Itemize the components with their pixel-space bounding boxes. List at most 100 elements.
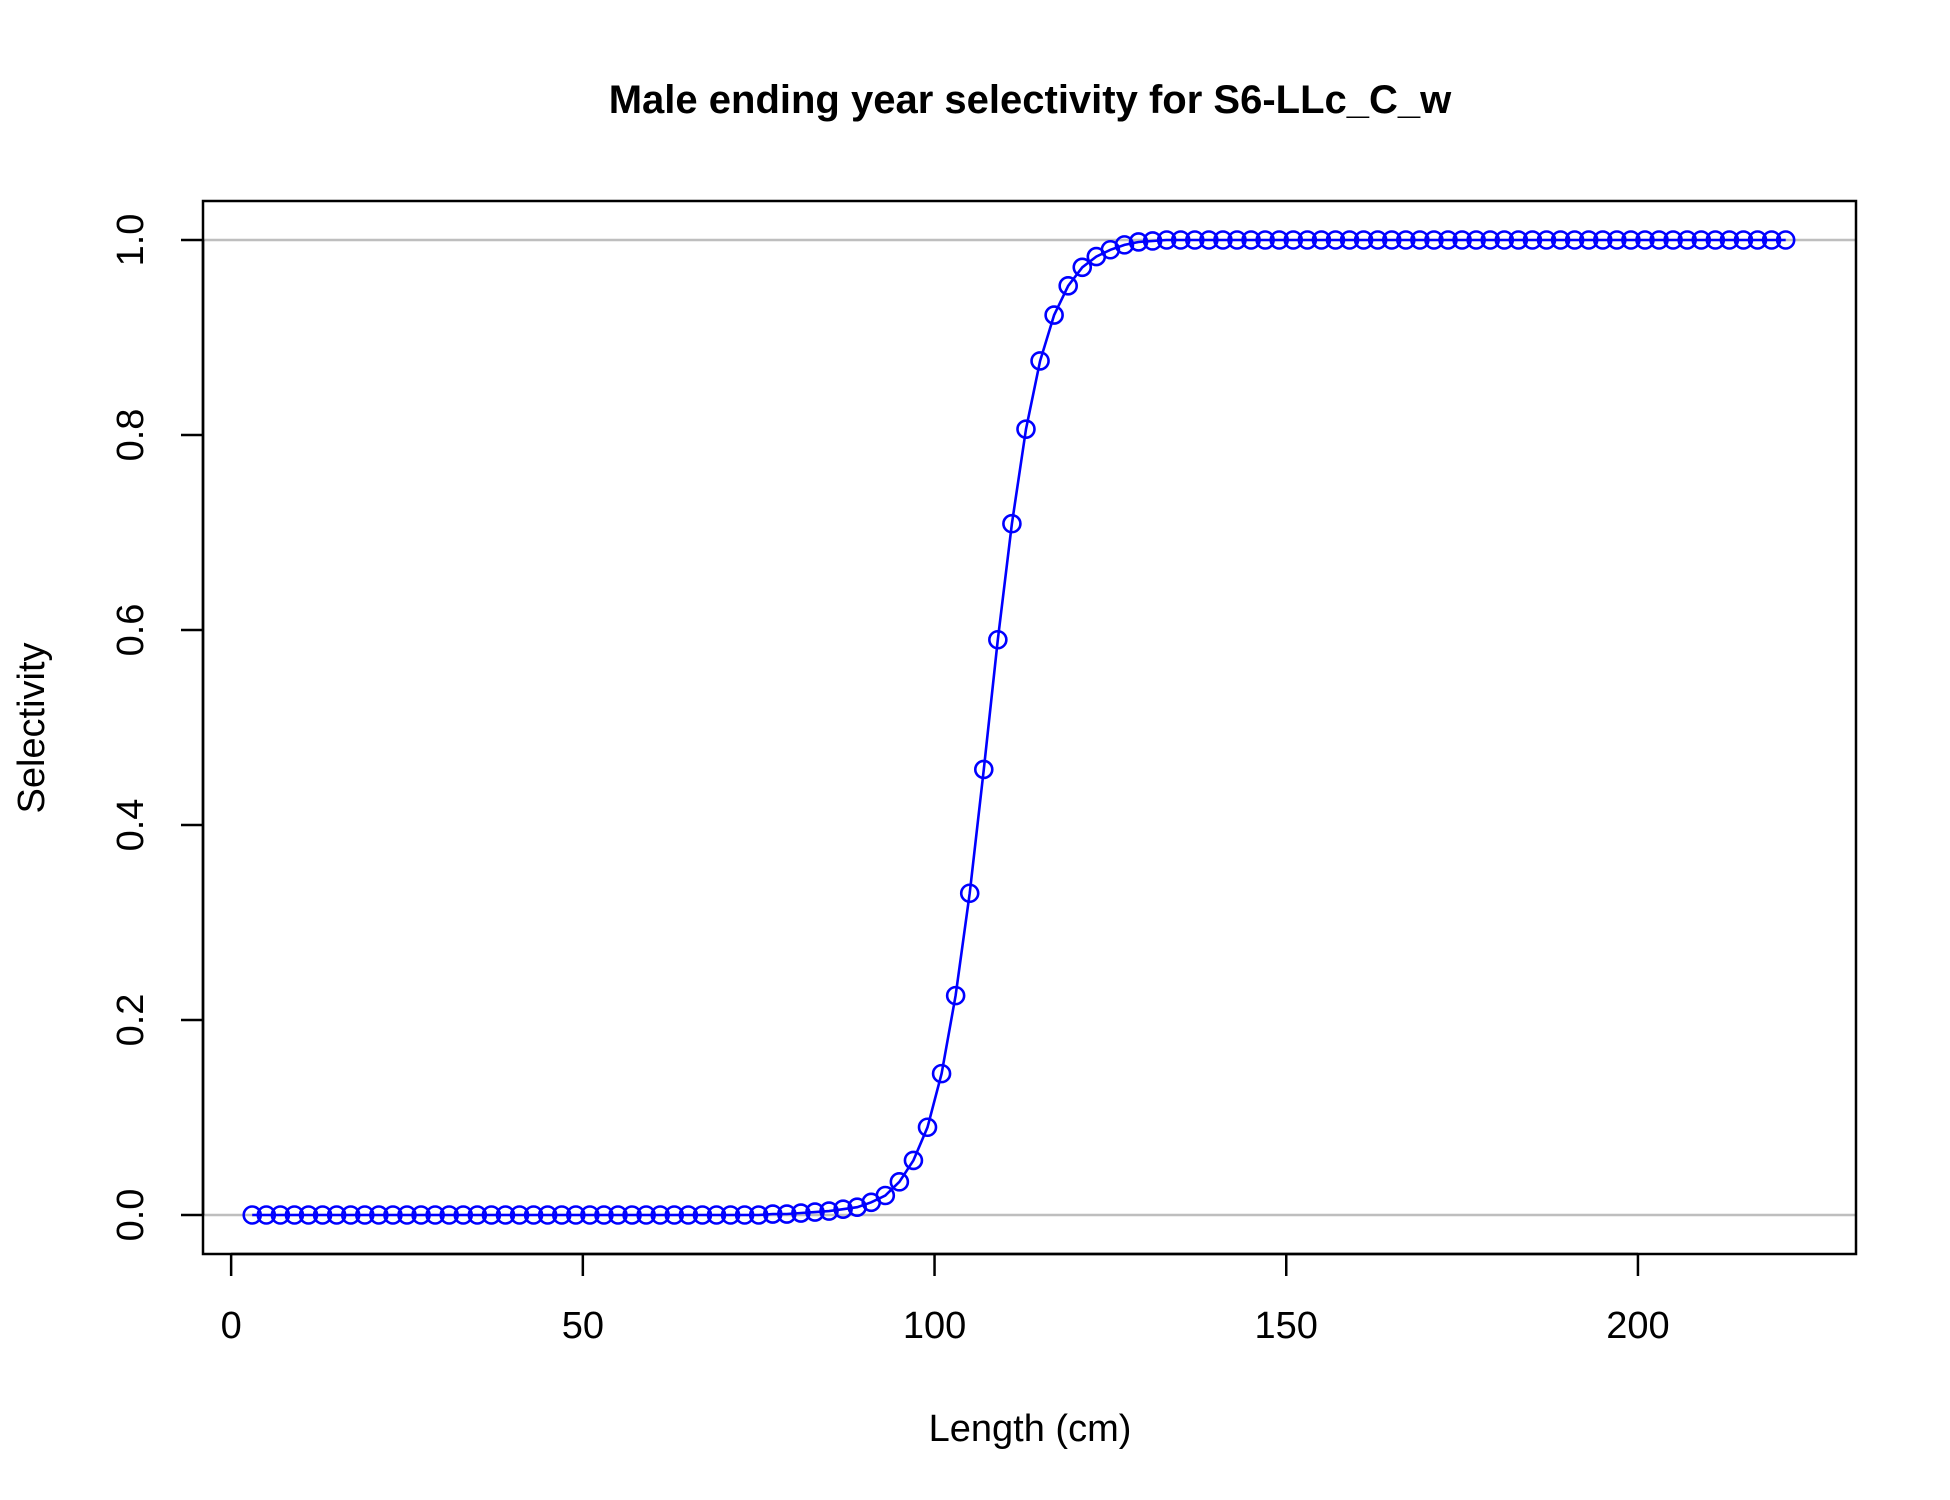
data-point [326,1205,347,1225]
y-tick-label: 0.2 [110,994,152,1047]
data-point [1649,230,1669,250]
data-point [354,1205,375,1225]
data-point [270,1205,291,1225]
data-point [1592,230,1613,250]
x-tick-label: 150 [1255,1305,1318,1347]
data-point [369,1205,389,1225]
y-tick-label: 0.4 [110,799,152,852]
data-point [256,1205,277,1225]
data-point [1044,305,1064,325]
data-point [495,1205,516,1225]
data-point [1283,230,1304,250]
data-point [748,1205,769,1225]
data-point [805,1202,825,1222]
data-point [692,1205,713,1225]
data-point [1522,230,1543,250]
data-point [1438,230,1458,250]
data-point [636,1205,656,1225]
x-tick-label: 100 [903,1305,966,1347]
data-point [551,1205,572,1225]
x-axis-label: Length (cm) [929,1408,1132,1450]
data-point [537,1205,558,1225]
data-point [959,883,980,904]
data-point [1297,230,1318,250]
data-point [1621,230,1641,250]
data-points [242,230,1796,1225]
data-point [903,1150,924,1171]
data-point [1185,230,1205,250]
data-point [664,1205,685,1225]
data-point [706,1205,727,1225]
y-axis: 0.0 0.2 0.4 0.6 0.8 1.0 [110,214,205,1242]
data-point [1424,230,1444,250]
data-point [1142,231,1163,251]
data-point [875,1185,896,1206]
data-point [1396,230,1416,250]
data-point [284,1205,305,1225]
data-point [1213,230,1233,250]
data-point [1367,230,1388,250]
data-point [1663,230,1683,250]
data-point [1733,230,1754,250]
data-point [1564,230,1585,250]
data-point [1114,235,1135,255]
data-point [762,1204,783,1224]
data-point [734,1205,755,1225]
y-tick-label: 0.0 [110,1189,152,1242]
data-point [509,1205,530,1225]
data-point [608,1205,628,1225]
data-point [1719,230,1740,250]
data-point [988,629,1008,650]
y-tick-label: 0.8 [110,409,152,462]
data-point [720,1205,741,1225]
data-point [1761,230,1782,250]
data-point [383,1205,403,1225]
data-point [340,1205,361,1225]
data-point [1199,230,1219,250]
chart-title: Male ending year selectivity for S6-LLc_… [609,78,1452,122]
y-axis-label: Selectivity [11,642,53,813]
data-point [791,1203,811,1223]
y-tick-label: 1.0 [110,214,152,267]
data-point [1339,230,1360,250]
data-point [1747,230,1768,250]
data-point [1466,230,1486,250]
data-point [1508,230,1529,250]
x-tick-label: 0 [221,1305,242,1347]
data-point [1016,419,1036,439]
data-point [242,1205,263,1225]
data-point [397,1205,417,1225]
data-point [439,1205,459,1225]
data-point [1775,230,1796,250]
data-point [1578,230,1599,250]
data-point [1255,230,1275,250]
data-point [973,759,994,780]
data-point [1241,230,1261,250]
data-point [622,1205,642,1225]
x-axis: 0 50 100 150 200 [221,1252,1670,1347]
data-point [1381,230,1402,250]
data-point [1410,230,1430,250]
data-point [481,1205,502,1225]
data-point [467,1205,488,1225]
data-point [833,1199,853,1219]
data-point [523,1205,544,1225]
data-point [566,1205,586,1225]
data-point [931,1063,952,1084]
data-point [1536,230,1557,250]
data-point [1058,276,1078,296]
data-point [1128,232,1149,252]
data-point [1156,230,1177,250]
data-point [312,1205,333,1225]
data-point [1030,351,1050,371]
data-point [1635,230,1655,250]
data-point [1607,230,1627,250]
data-point [889,1172,910,1192]
data-point [1170,230,1191,250]
selectivity-curve [252,238,1786,1217]
data-point [594,1205,614,1225]
data-point [411,1205,431,1225]
plot-frame [201,199,1858,1256]
data-point [650,1205,671,1225]
